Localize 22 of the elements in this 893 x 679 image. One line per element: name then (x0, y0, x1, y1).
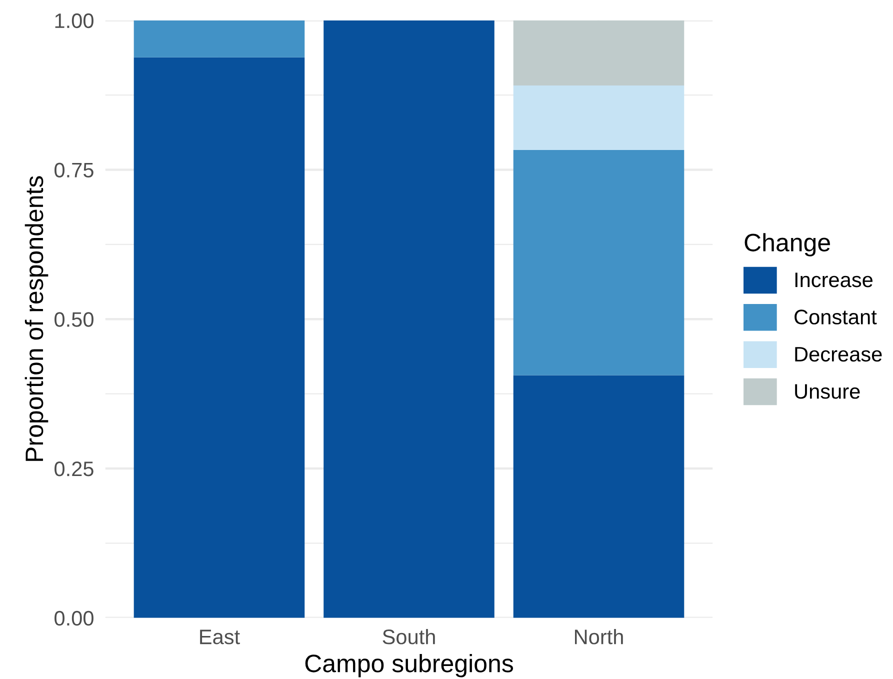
y-tick-label: 1.00 (55, 13, 94, 28)
y-tick-label: 0.50 (54, 312, 94, 327)
legend-label: Decrease (795, 347, 882, 362)
legend-title: Change (744, 233, 830, 256)
bar (513, 86, 684, 150)
y-tick-label: 0.25 (54, 462, 94, 476)
bar (513, 20, 684, 86)
bar (513, 150, 684, 376)
bar (134, 57, 305, 618)
x-tick-label: North (574, 629, 623, 644)
legend-label: Constant (794, 310, 877, 324)
bar (513, 375, 684, 618)
bar (324, 20, 494, 618)
x-axis-title: Campo subregions (305, 654, 514, 678)
y-tick-label: 0.00 (54, 610, 94, 626)
bar (134, 20, 305, 58)
y-axis-title: Proportion of respondents (24, 176, 48, 461)
x-tick-label: East (200, 630, 240, 644)
legend-label: Increase (795, 272, 872, 288)
legend-label: Unsure (795, 384, 860, 399)
x-tick-label: South (382, 629, 435, 644)
y-tick-label: 0.75 (54, 162, 94, 178)
